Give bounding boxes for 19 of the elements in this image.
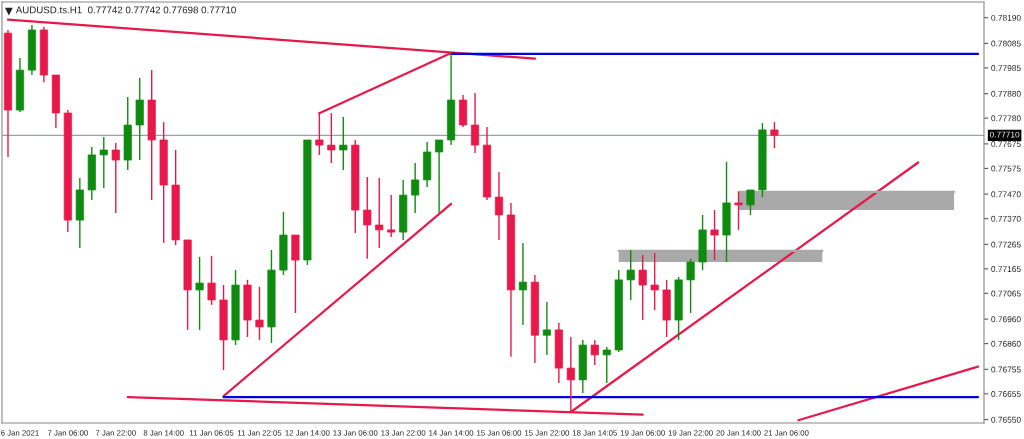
y-tick-label: 0.77880 bbox=[991, 90, 1021, 97]
y-tick-label: 0.76655 bbox=[991, 391, 1021, 397]
y-tick-label: 0.76550 bbox=[991, 416, 1021, 423]
y-tick-label: 0.77165 bbox=[991, 266, 1021, 272]
y-tick-label: 0.77985 bbox=[991, 65, 1021, 72]
y-tick-label: 0.76960 bbox=[991, 316, 1021, 323]
chart-title: AUDUSD.ts.H1 0.77742 0.77742 0.77698 0.77710 bbox=[15, 6, 236, 14]
y-tick-label: 0.78190 bbox=[991, 14, 1021, 21]
y-tick-label: 0.77780 bbox=[991, 115, 1021, 122]
y-tick-label: 0.76860 bbox=[991, 340, 1021, 347]
y-tick-label: 0.77265 bbox=[991, 241, 1021, 248]
y-tick-label: 0.78085 bbox=[991, 40, 1021, 47]
y-tick-label: 0.77470 bbox=[991, 191, 1021, 198]
y-tick-label: 0.77370 bbox=[991, 215, 1021, 222]
ref-line-label: 0.77710 bbox=[989, 131, 1020, 138]
y-tick-label: 0.76755 bbox=[991, 366, 1021, 373]
y-tick-label: 0.77675 bbox=[991, 141, 1021, 147]
y-tick-label: 0.77575 bbox=[991, 165, 1021, 172]
y-tick-label: 0.77065 bbox=[991, 290, 1021, 297]
